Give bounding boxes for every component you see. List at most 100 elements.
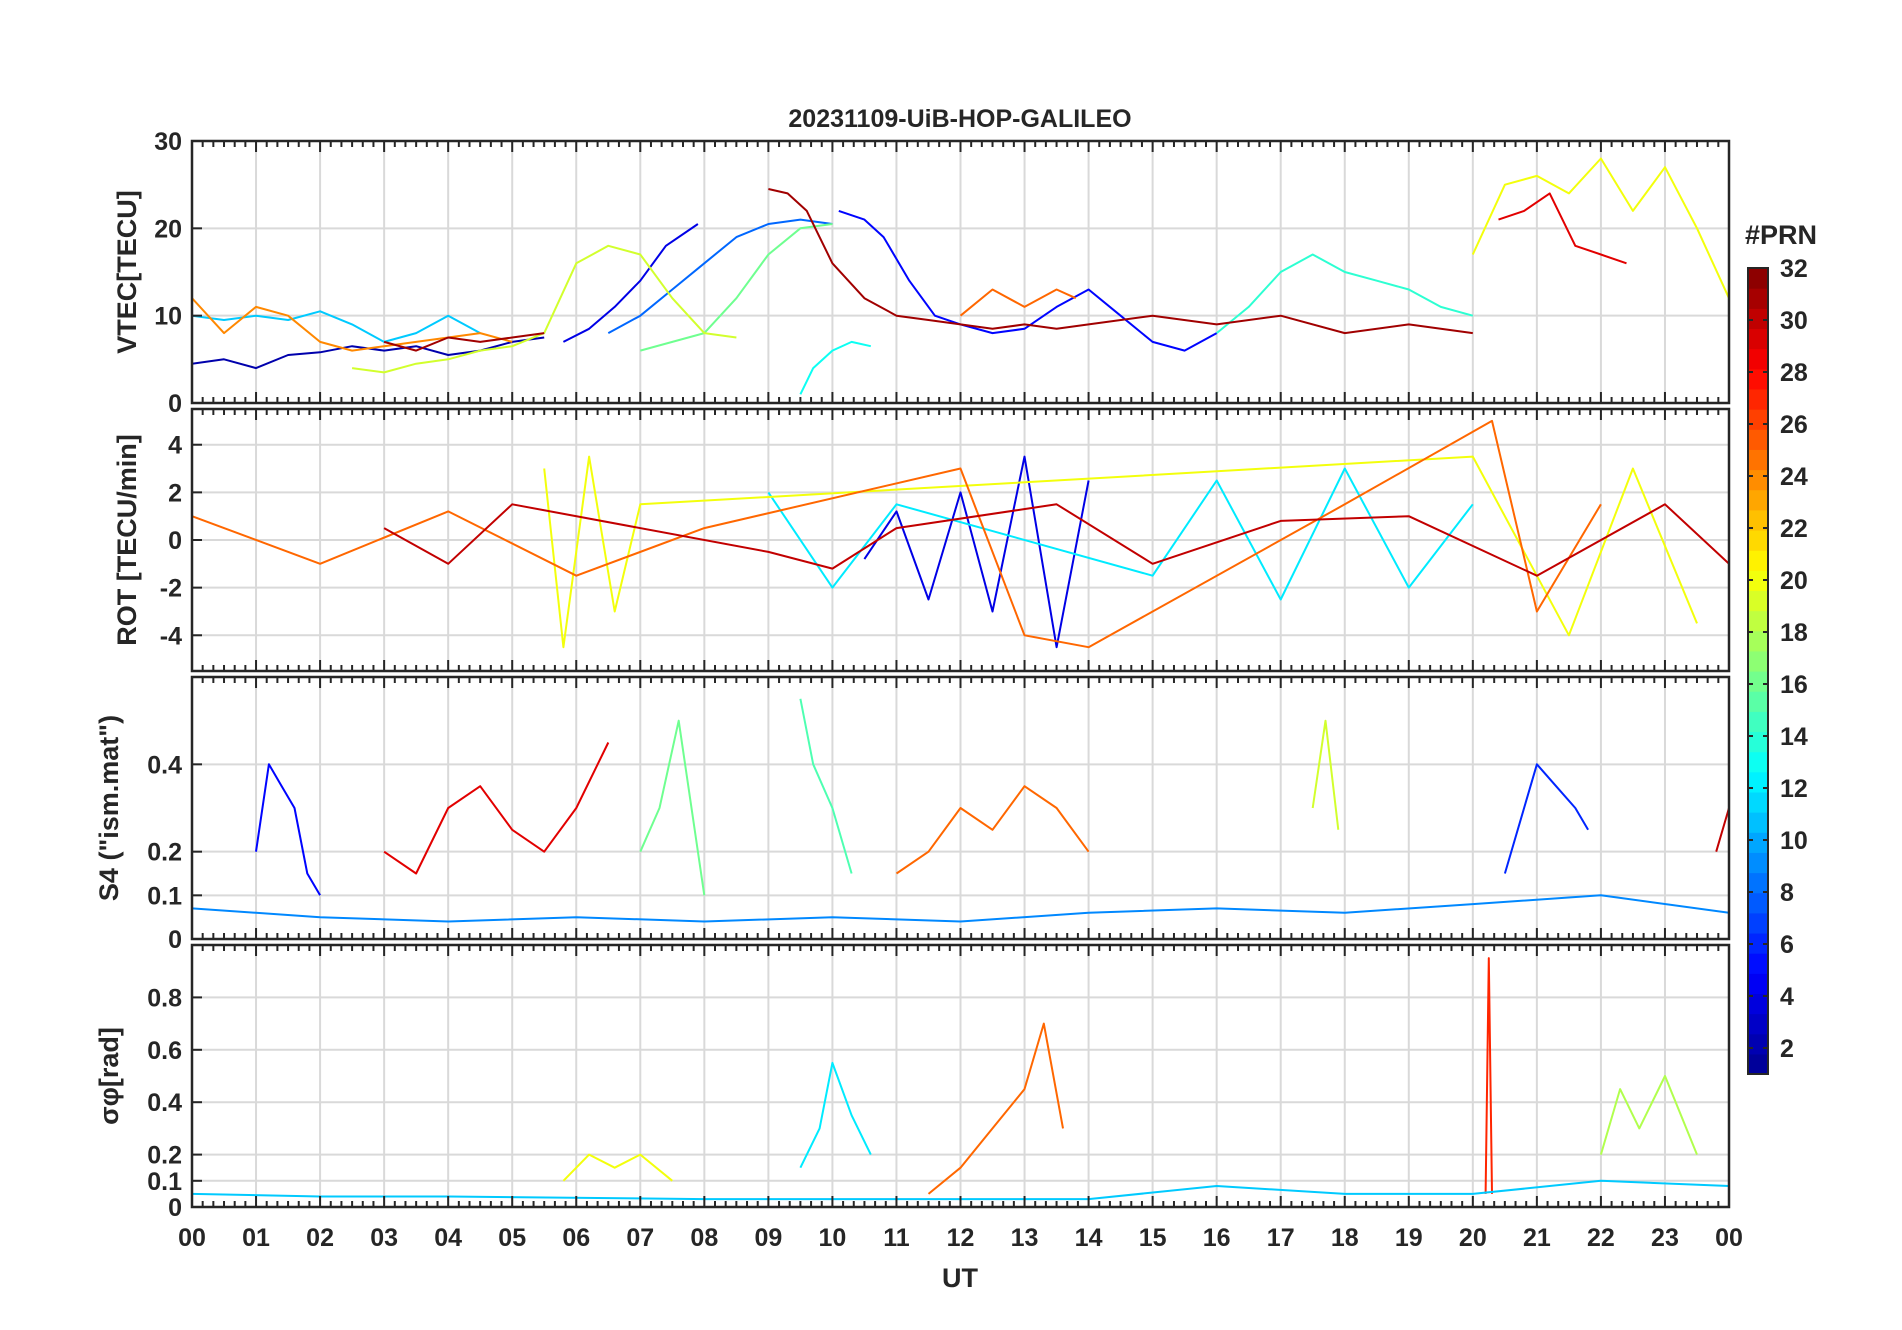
colorbar-band — [1748, 832, 1768, 853]
colorbar-tick-label: 2 — [1780, 1035, 1794, 1063]
x-tick-label: 14 — [1075, 1224, 1103, 1252]
sigma_phi-ticks: 00.10.2 0.4 0.6 0.8 — [147, 945, 1730, 1222]
s4-series-prn-25 — [895, 785, 1090, 875]
colorbar-band — [1748, 570, 1768, 591]
rot-series-prn-20 — [543, 455, 1698, 649]
colorbar-band — [1748, 1053, 1768, 1075]
x-tick-label: 07 — [626, 1224, 654, 1252]
y-tick-label: 0.2 — [147, 1142, 182, 1170]
s4-lines — [192, 698, 1729, 923]
vtec-series-prn-14 — [1216, 253, 1474, 334]
x-tick-label: 13 — [1011, 1224, 1039, 1252]
x-tick-labels: 00 01 02 03 04 05 06 07 08 09 10 11 12 13 14 15 16 17 18 19… — [178, 1224, 1743, 1252]
y-tick-label: 20 — [154, 215, 182, 243]
y-tick-label: -4 — [160, 622, 182, 650]
vtec-lines — [192, 157, 1729, 395]
vtec-series-prn-13 — [799, 340, 872, 395]
y-tick-label: 0.2 — [147, 839, 182, 867]
colorbar-band — [1748, 953, 1768, 974]
x-tick-label: 11 — [883, 1224, 910, 1252]
vtec-series-prn-20 — [1471, 157, 1729, 299]
rot-series-prn-30 — [383, 503, 1729, 577]
x-tick-label: 12 — [947, 1224, 975, 1252]
colorbar-band — [1748, 731, 1768, 753]
vtec-series-prn-24 — [192, 297, 513, 352]
colorbar-band — [1748, 872, 1768, 894]
s4-series-prn-6 — [1503, 763, 1589, 874]
sigma_phi-series-prn-27 — [1484, 957, 1493, 1194]
x-tick-label: 18 — [1331, 1224, 1359, 1252]
vtec-series-prn-8 — [607, 218, 833, 334]
colorbar-band — [1748, 409, 1768, 430]
sigma_phi-series-prn-12 — [799, 1061, 872, 1169]
sigma_phi-series-prn-18 — [1599, 1075, 1698, 1155]
x-tick-label: 01 — [242, 1224, 270, 1252]
vtec-series-prn-2 — [192, 336, 545, 370]
s4-series-prn-29 — [383, 742, 610, 875]
y-tick-label: 0 — [168, 527, 182, 555]
rot-series-prn-4 — [863, 455, 1090, 649]
x-tick-label: 19 — [1395, 1224, 1423, 1252]
y-tick-label: 0.4 — [147, 751, 182, 779]
colorbar-tick-label: 4 — [1780, 983, 1794, 1011]
s4-series-prn-16 — [639, 719, 706, 896]
y-tick-label: 30 — [154, 128, 182, 156]
y-tick-label: 2 — [168, 479, 182, 507]
x-tick-label: 08 — [690, 1224, 718, 1252]
s4-series-prn-30 — [1715, 807, 1729, 852]
y-tick-label: 0.1 — [147, 882, 182, 910]
rot-series-prn-12 — [767, 467, 1474, 601]
y-tick-label: 0 — [168, 926, 182, 954]
rot-lines — [192, 419, 1729, 649]
colorbar-band — [1748, 630, 1768, 652]
s4-ylabel: S4 ("ism.mat") — [94, 715, 124, 901]
colorbar-band — [1748, 328, 1768, 350]
x-tick-label: 09 — [754, 1224, 782, 1252]
vtec-series-prn-5 — [838, 209, 1218, 352]
x-tick-label: 04 — [434, 1224, 462, 1252]
s4-series-prn-5 — [255, 763, 321, 896]
s4-panel: 0 0.1 0.2 0.4 S4 ("ism.mat") — [94, 675, 1731, 954]
colorbar-band — [1748, 812, 1768, 833]
colorbar-band — [1748, 691, 1768, 712]
vtec-series-prn-11 — [192, 310, 481, 343]
x-tick-label: 23 — [1651, 1224, 1679, 1252]
vtec-ticks: 0 10 20 30 — [154, 128, 1730, 418]
colorbar-band — [1748, 529, 1768, 551]
colorbar-frame — [1747, 267, 1769, 1075]
colorbar-band — [1748, 509, 1768, 531]
colorbar-band — [1748, 469, 1768, 491]
colorbar-band — [1748, 912, 1768, 934]
chart-title: 20231109-UiB-HOP-GALILEO — [788, 105, 1131, 133]
colorbar-band — [1748, 429, 1768, 450]
colorbar-band — [1748, 671, 1768, 692]
x-tick-label: 15 — [1139, 1224, 1167, 1252]
colorbar-tick-label: 16 — [1780, 671, 1808, 699]
colorbar-band — [1748, 650, 1768, 672]
colorbar-band — [1748, 1033, 1768, 1055]
s4-series-prn-15 — [799, 698, 853, 874]
y-tick-label: 10 — [154, 303, 182, 331]
vtec-series-prn-16 — [640, 223, 833, 352]
colorbar-band — [1748, 368, 1768, 390]
colorbar-band — [1748, 932, 1768, 954]
vtec-series-prn-31 — [768, 188, 1473, 335]
colorbar-band — [1748, 610, 1768, 632]
colorbar-band — [1748, 590, 1768, 612]
colorbar-band — [1748, 771, 1768, 793]
x-tick-label: 03 — [370, 1224, 398, 1252]
sigma_phi-series-prn-20 — [562, 1153, 673, 1182]
colorbar-tick-label: 32 — [1780, 255, 1808, 283]
colorbar-tick-label: 24 — [1780, 463, 1808, 491]
x-tick-label: 00 — [1715, 1224, 1743, 1252]
colorbar-band — [1748, 489, 1768, 511]
x-tick-label: 06 — [562, 1224, 590, 1252]
vtec-series-prn-29 — [1498, 192, 1627, 265]
y-tick-label: 4 — [168, 432, 182, 460]
colorbar-tick-label: 28 — [1780, 359, 1808, 387]
x-tick-label: 00 — [178, 1224, 206, 1252]
colorbar-band — [1748, 711, 1768, 733]
colorbar-label: #PRN — [1745, 220, 1817, 250]
